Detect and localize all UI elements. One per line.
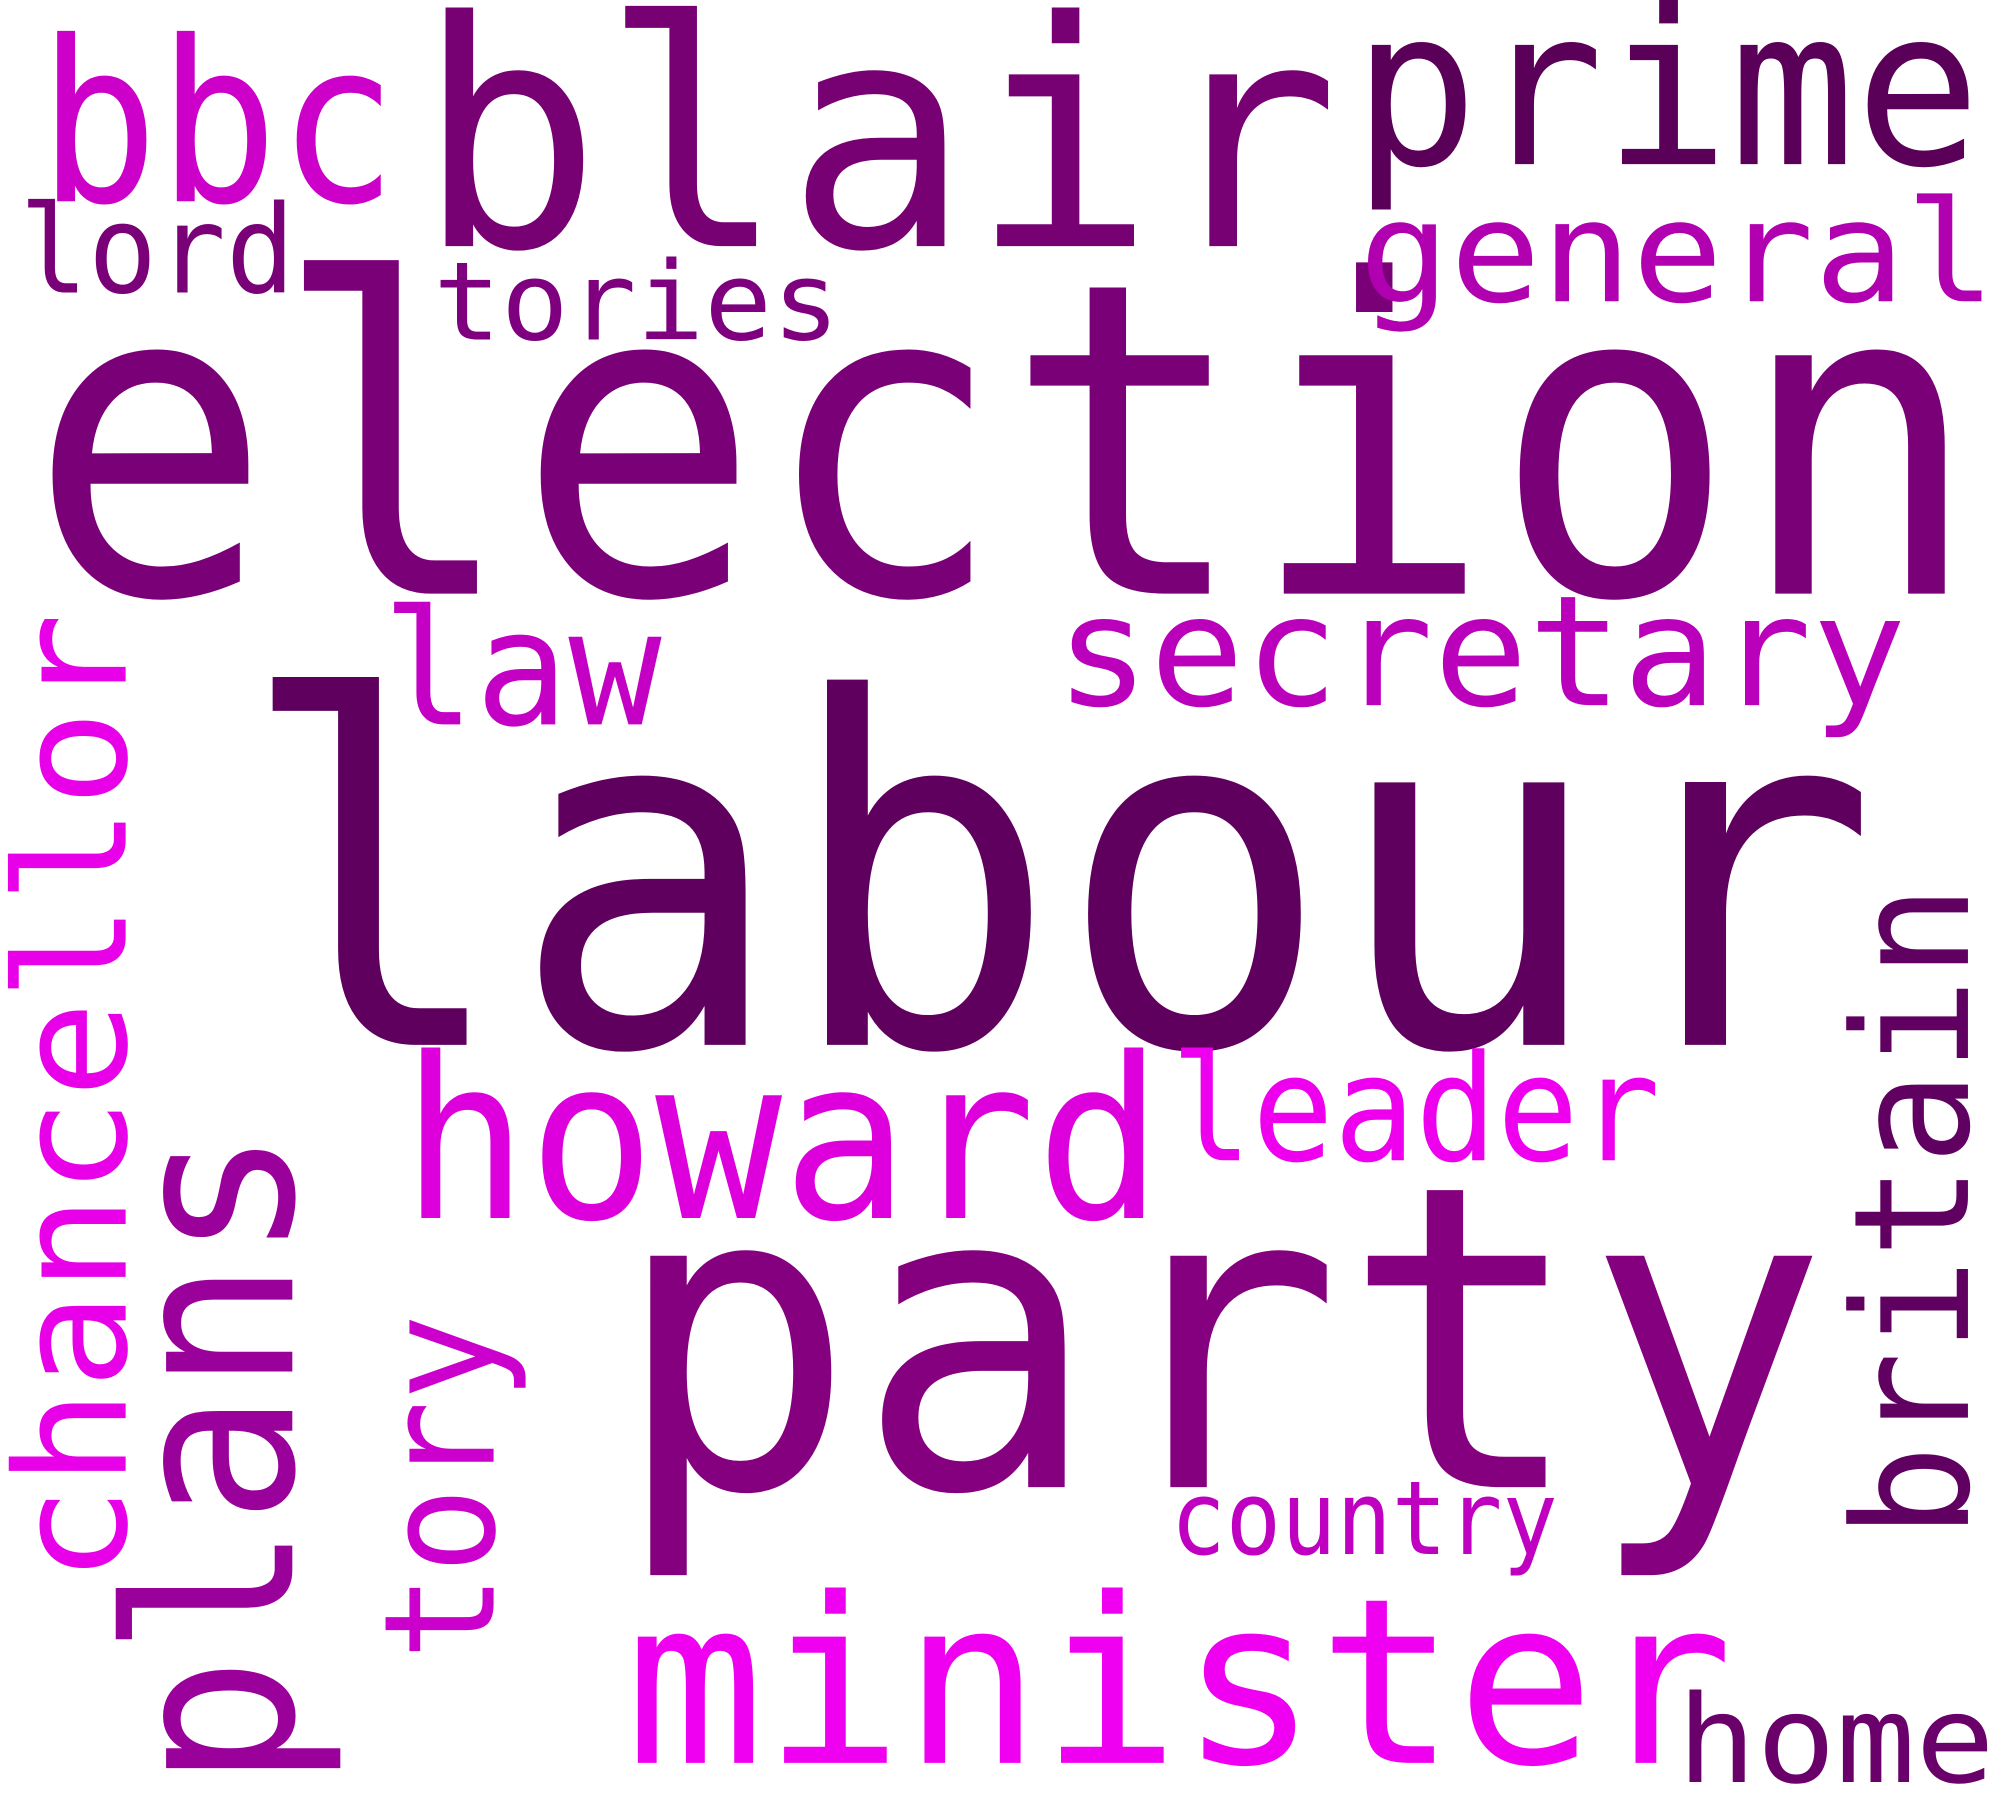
- word: leader: [1171, 1023, 1661, 1195]
- word: law: [382, 575, 662, 762]
- word: lord: [19, 179, 295, 321]
- word: chancellor: [0, 613, 163, 1584]
- word: britain: [1819, 885, 2000, 1539]
- word: labour: [237, 600, 1878, 1159]
- word: party: [613, 1094, 1828, 1587]
- word: prime: [1353, 0, 1981, 216]
- word: general: [1359, 171, 1996, 335]
- word: howard: [401, 1010, 1163, 1271]
- word: country: [1171, 1460, 1558, 1579]
- word: minister: [626, 1550, 1734, 1800]
- word: plans: [79, 1128, 347, 1788]
- word: tories: [433, 239, 839, 366]
- word: blair: [417, 0, 1340, 321]
- word: bbc: [38, 0, 397, 254]
- word: secretary: [1055, 563, 1906, 742]
- word: home: [1677, 1669, 1995, 1800]
- word: tory: [352, 1314, 531, 1660]
- word: election: [28, 189, 1981, 697]
